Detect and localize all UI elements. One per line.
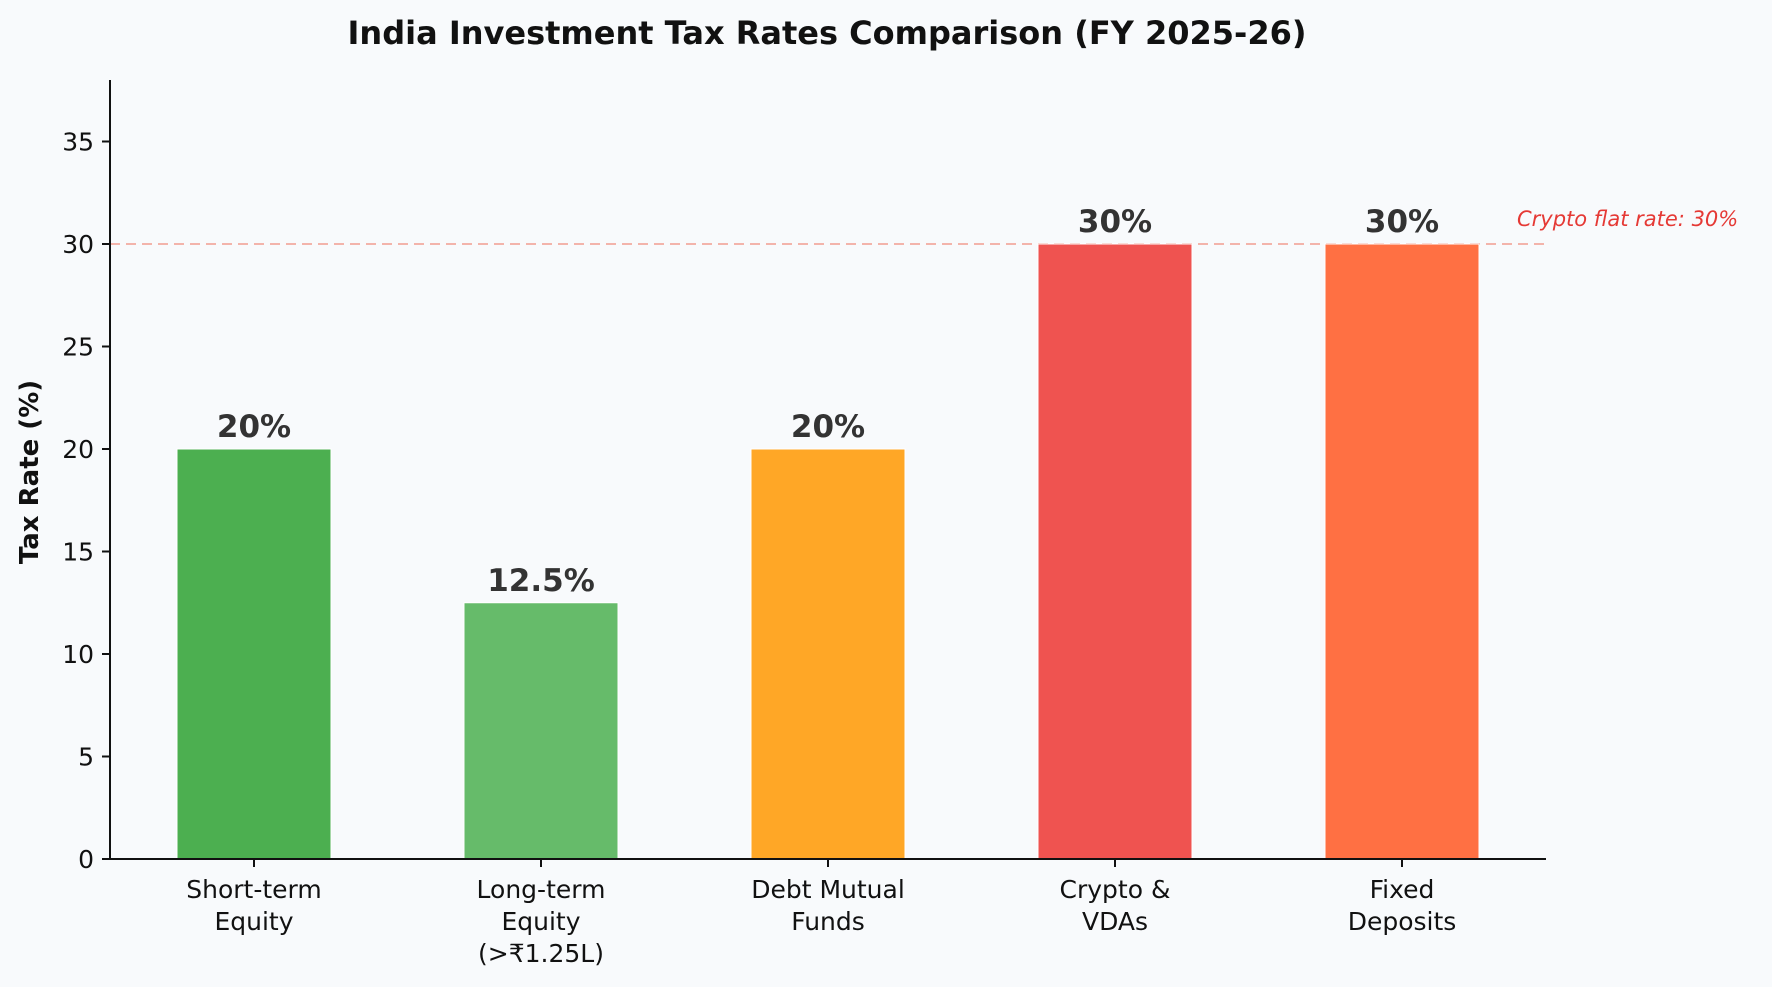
y-tick-label: 10 (62, 640, 94, 669)
y-tick-label: 30 (62, 230, 94, 259)
chart-title: India Investment Tax Rates Comparison (F… (348, 14, 1307, 52)
bar (463, 602, 619, 860)
y-tick-label: 20 (62, 435, 94, 464)
y-axis-label: Tax Rate (%) (15, 380, 45, 564)
x-tick-label: Long-term Equity (>₹1.25L) (477, 875, 606, 968)
bar-value-label: 30% (1078, 204, 1152, 240)
plot-area: 20% 12.5% 20% 30% 30% 0 5 10 15 20 25 30 35 Short-ter… (62, 80, 1738, 968)
x-tick-label: Fixed Deposits (1348, 875, 1457, 936)
bar-value-label: 20% (217, 409, 291, 445)
y-tick-label: 15 (62, 538, 94, 567)
y-tick-label: 25 (62, 333, 94, 362)
bar-value-label: 30% (1365, 204, 1439, 240)
y-tick-label: 5 (78, 743, 94, 772)
bar (1037, 243, 1193, 860)
y-tick-label: 0 (78, 845, 94, 874)
bar-value-label: 20% (791, 409, 865, 445)
bar (176, 448, 332, 860)
x-tick-label: Short-term Equity (186, 875, 322, 936)
bar (750, 448, 906, 860)
reference-line-label: Crypto flat rate: 30% (1517, 207, 1738, 231)
x-tick-label: Debt Mutual Funds (751, 875, 905, 936)
x-tick-label: Crypto & VDAs (1060, 875, 1171, 936)
bar (1324, 243, 1480, 860)
bar-value-label: 12.5% (487, 563, 595, 599)
y-tick-label: 35 (62, 128, 94, 157)
